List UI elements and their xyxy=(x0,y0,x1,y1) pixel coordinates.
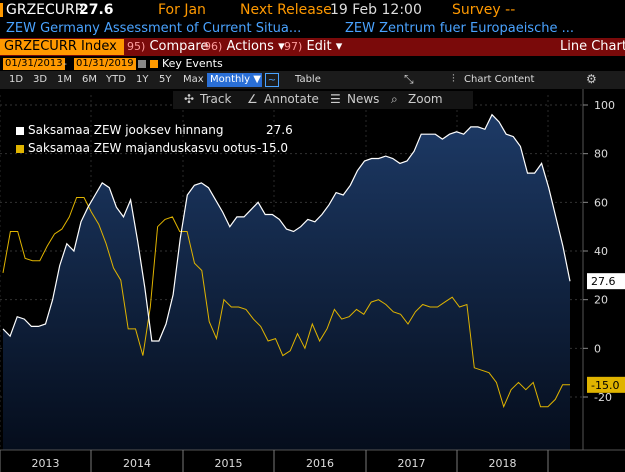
y-axis: -20 0 20 40 60 80 100 xyxy=(582,89,615,450)
y-tick-label: 100 xyxy=(594,99,615,112)
x-tick-label: 2016 xyxy=(306,457,334,470)
x-tick-label: 2017 xyxy=(398,457,426,470)
key-events-checkbox[interactable] xyxy=(150,60,158,68)
period-ytd[interactable]: YTD xyxy=(106,74,126,85)
last-value-label-2-bg xyxy=(587,376,625,393)
series-1-line xyxy=(2,113,571,342)
y-tick-label: 80 xyxy=(594,148,608,161)
actions-key: 96) xyxy=(204,40,223,53)
legend-label-2: Saksamaa ZEW majanduskasvu ootus xyxy=(28,141,257,155)
period-1d[interactable]: 1D xyxy=(9,74,24,85)
date-range-bar: 01/31/2013 - 01/31/2019 Key Events xyxy=(0,57,625,71)
last-value-label-1-bg xyxy=(587,273,625,290)
track-button[interactable]: Track xyxy=(200,92,232,106)
period-1y[interactable]: 1Y xyxy=(136,74,149,85)
chevron-down-icon: ▾ xyxy=(335,39,343,54)
zoom-button[interactable]: Zoom xyxy=(408,92,443,106)
y-tick-label: -20 xyxy=(594,391,612,404)
description-bar: ZEW Germany Assessment of Current Situa.… xyxy=(0,20,625,38)
news-button[interactable]: News xyxy=(347,92,380,106)
legend-item-2[interactable]: Saksamaa ZEW majanduskasvu ootus -15.0 xyxy=(16,141,288,155)
table-button[interactable]: Table xyxy=(295,74,321,85)
frequency-select[interactable]: Monthly ▼ xyxy=(207,73,262,87)
actions-label: Actions xyxy=(226,39,274,54)
period-3d[interactable]: 3D xyxy=(33,74,48,85)
collapse-icon[interactable]: ⤡ xyxy=(404,72,414,86)
series-2-line xyxy=(2,197,570,409)
chart-tools: ✣ Track ∠ Annotate ☰ News ⌕ Zoom xyxy=(0,89,625,109)
y-tick-label: 0 xyxy=(594,342,601,355)
track-icon: ✣ xyxy=(184,92,195,106)
period-bar: 1D 3D 1M 6M YTD 1Y 5Y Max Monthly ▼ ~ Ta… xyxy=(0,71,625,89)
chart-content-icon: ⫶ xyxy=(452,72,455,85)
annotate-icon: ∠ xyxy=(247,92,258,106)
date-separator: - xyxy=(63,57,67,70)
period-5y[interactable]: 5Y xyxy=(159,74,172,85)
last-value-label-2: -15.0 xyxy=(591,379,619,392)
next-release-label: Next Release xyxy=(240,2,332,18)
period-6m[interactable]: 6M xyxy=(82,74,97,85)
period-1m[interactable]: 1M xyxy=(57,74,72,85)
x-tick-label: 2014 xyxy=(123,457,151,470)
legend-value-2: -15.0 xyxy=(257,141,289,155)
y-tick-label: 20 xyxy=(594,294,608,307)
chevron-down-icon: ▼ xyxy=(253,74,261,85)
source-description[interactable]: ZEW Zentrum fuer Europaeische ... xyxy=(345,21,574,36)
header-bar: GRZECURR 27.6 For Jan Next Release 19 Fe… xyxy=(0,0,625,20)
x-tick-label: 2018 xyxy=(489,457,517,470)
legend-value-1: 27.6 xyxy=(266,123,293,137)
last-value: 27.6 xyxy=(79,2,114,18)
compare-key: 95) xyxy=(127,40,146,53)
line-chart[interactable]: -20 0 20 40 60 80 100 2013 2014 2015 2016 2017 2018… xyxy=(0,89,625,472)
ticker-symbol[interactable]: GRZECURR xyxy=(6,2,85,18)
compare-button[interactable]: 95) Compare xyxy=(127,39,208,55)
ticker-marker xyxy=(0,3,3,17)
toolbar: GRZECURR Index 95) Compare 96) Actions ▾… xyxy=(0,38,625,56)
period-max[interactable]: Max xyxy=(183,74,204,85)
key-events-label: Key Events xyxy=(162,57,223,70)
x-axis: 2013 2014 2015 2016 2017 2018 xyxy=(0,449,625,472)
legend-label-1: Saksamaa ZEW jooksev hinnang xyxy=(28,123,224,137)
legend-swatch-1 xyxy=(16,126,24,135)
chevron-down-icon: ▾ xyxy=(278,39,285,54)
frequency-label: Monthly xyxy=(210,74,251,85)
annotate-button[interactable]: Annotate xyxy=(264,92,319,106)
x-tick-label: 2013 xyxy=(32,457,60,470)
survey-value: Survey -- xyxy=(452,2,516,18)
line-chart-icon[interactable]: ~ xyxy=(265,73,279,87)
chart-content-button[interactable]: Chart Content xyxy=(464,74,535,85)
edit-label: Edit xyxy=(306,39,332,54)
last-value-labels: 27.6 -15.0 xyxy=(587,273,625,393)
series-1-area xyxy=(3,114,570,450)
chart-type-label[interactable]: Line Chart xyxy=(560,39,625,54)
actions-button[interactable]: 96) Actions ▾ xyxy=(204,39,285,55)
start-date-input[interactable]: 01/31/2013 xyxy=(3,58,65,70)
news-icon: ☰ xyxy=(330,92,341,106)
security-field[interactable]: GRZECURR Index xyxy=(0,39,124,55)
security-field-text: GRZECURR Index xyxy=(4,39,117,54)
tools-background xyxy=(173,91,473,109)
next-release-date: 19 Feb 12:00 xyxy=(330,2,422,18)
x-tick-label: 2015 xyxy=(215,457,243,470)
y-tick-label: 60 xyxy=(594,196,608,209)
last-value-label-1: 27.6 xyxy=(591,275,616,288)
legend-swatch-2 xyxy=(16,144,24,153)
legend-item-1[interactable]: Saksamaa ZEW jooksev hinnang 27.6 xyxy=(16,123,293,137)
y-tick-label: 40 xyxy=(594,245,608,258)
edit-key: 97) xyxy=(284,40,303,53)
compare-label: Compare xyxy=(149,39,209,54)
for-period: For Jan xyxy=(158,2,206,18)
security-description[interactable]: ZEW Germany Assessment of Current Situa.… xyxy=(6,21,302,36)
calendar-icon[interactable] xyxy=(138,60,146,68)
zoom-icon: ⌕ xyxy=(391,92,398,106)
gear-icon[interactable]: ⚙ xyxy=(586,72,597,86)
end-date-input[interactable]: 01/31/2019 xyxy=(74,58,136,70)
edit-button[interactable]: 97) Edit ▾ xyxy=(284,39,342,55)
